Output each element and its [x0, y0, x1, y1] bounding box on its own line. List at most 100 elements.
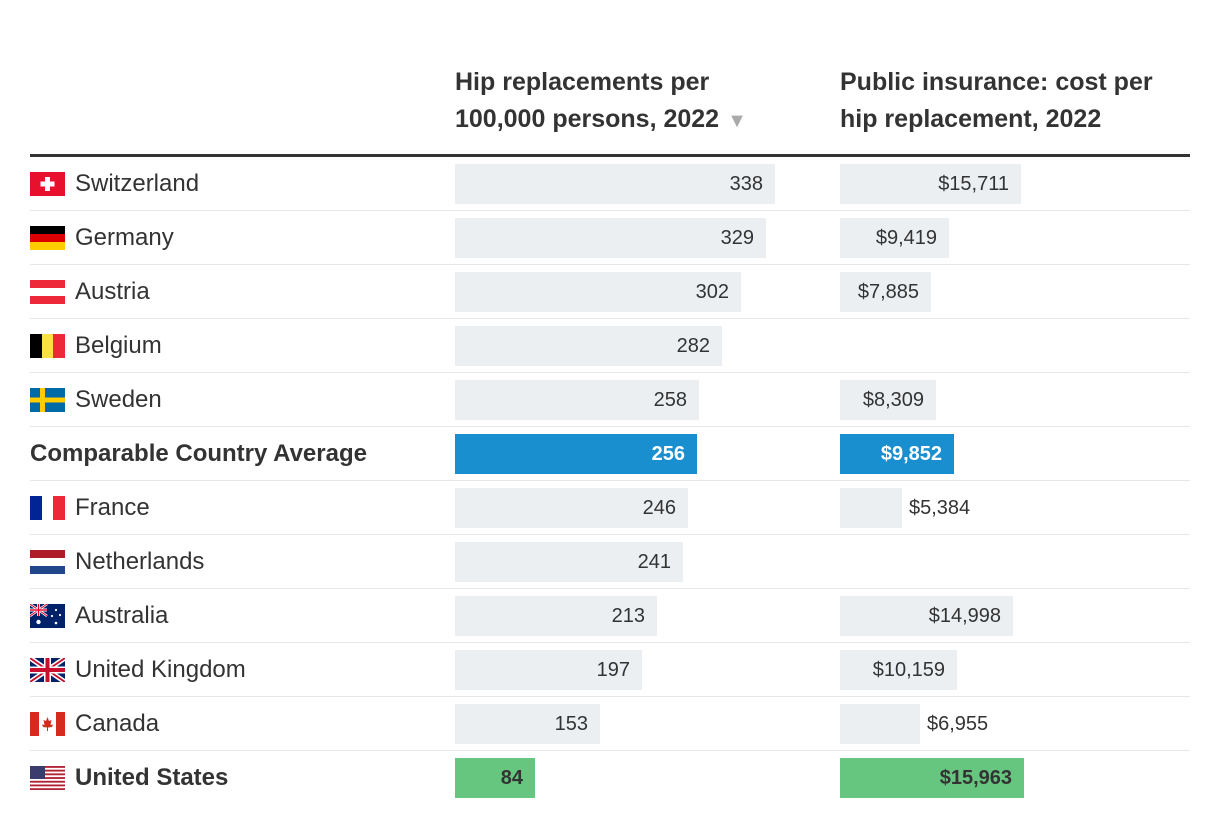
cost-bar: $7,885: [840, 272, 931, 312]
country-name: Comparable Country Average: [30, 440, 367, 467]
cost-bar: $15,711: [840, 164, 1021, 204]
flag-australia-icon: [30, 604, 65, 628]
hip-bar: 256: [455, 434, 697, 474]
table-row: Australia 213 $14,998: [0, 589, 1220, 643]
cost-column-header[interactable]: Public insurance: cost per hip replaceme…: [840, 64, 1200, 138]
flag-sweden-icon: [30, 388, 65, 412]
country-name: Netherlands: [75, 548, 205, 575]
hip-value: 241: [637, 551, 671, 573]
hip-value: 84: [500, 767, 523, 789]
country-cell: France: [30, 481, 150, 535]
flag-austria-icon: [30, 280, 65, 304]
country-cell: Germany: [30, 211, 174, 265]
table-row: Belgium 282: [0, 319, 1220, 373]
hip-bar: 153: [455, 704, 600, 744]
hip-value: 246: [642, 497, 676, 519]
table-row: Germany 329 $9,419: [0, 211, 1220, 265]
country-name: Belgium: [75, 332, 162, 359]
country-cell: Sweden: [30, 373, 162, 427]
cost-value: $7,885: [857, 281, 919, 303]
cost-value: $15,711: [938, 173, 1009, 195]
cost-value: $15,963: [939, 767, 1012, 789]
cost-value: $8,309: [862, 389, 924, 411]
header-rule: [30, 154, 1190, 157]
cost-header-line1: Public insurance: cost per: [840, 68, 1153, 96]
table-row: Netherlands 241: [0, 535, 1220, 589]
hip-value: 282: [676, 335, 710, 357]
flag-canada-icon: [30, 712, 65, 736]
cost-value: $9,852: [880, 443, 942, 465]
hip-bar: 329: [455, 218, 766, 258]
table-row: Canada 153 $6,955: [0, 697, 1220, 751]
country-cell: Comparable Country Average: [30, 427, 367, 481]
country-cell: United Kingdom: [30, 643, 246, 697]
sort-down-icon[interactable]: ▼: [727, 110, 747, 132]
flag-uk-icon: [30, 658, 65, 682]
cost-value: $6,955: [927, 713, 989, 735]
hip-bar: 302: [455, 272, 741, 312]
table-row: United Kingdom 197 $10,159: [0, 643, 1220, 697]
hip-bar: 241: [455, 542, 683, 582]
hip-value: 256: [651, 443, 685, 465]
cost-value: $5,384: [909, 497, 971, 519]
cost-bar: $15,963: [840, 758, 1024, 798]
table-row: Sweden 258 $8,309: [0, 373, 1220, 427]
flag-switzerland-icon: [30, 172, 65, 196]
country-name: Switzerland: [75, 170, 200, 197]
country-name: United Kingdom: [75, 656, 246, 683]
flag-us-icon: [30, 766, 65, 790]
cost-header-line2: hip replacement, 2022: [840, 105, 1102, 133]
table-row: Switzerland 338 $15,711: [0, 157, 1220, 211]
table-row: United States 84 $15,963: [0, 751, 1220, 805]
cost-bar: $10,159: [840, 650, 957, 690]
cost-bar: $5,384: [840, 488, 970, 528]
hip-value: 258: [653, 389, 687, 411]
hip-bar: 246: [455, 488, 688, 528]
hip-header-line2: 100,000 persons, 2022: [455, 105, 720, 133]
hip-value: 329: [720, 227, 754, 249]
table-row: Comparable Country Average 256 $9,852: [0, 427, 1220, 481]
hip-bar: 338: [455, 164, 775, 204]
country-cell: Belgium: [30, 319, 162, 373]
flag-germany-icon: [30, 226, 65, 250]
country-cell: United States: [30, 751, 228, 805]
hip-value: 302: [695, 281, 729, 303]
country-name: Canada: [75, 710, 160, 737]
table-header: Hip replacements per 100,000 persons, 20…: [0, 0, 1220, 156]
hip-bar: 197: [455, 650, 642, 690]
hip-value: 213: [611, 605, 645, 627]
table-row: Austria 302 $7,885: [0, 265, 1220, 319]
country-cell: Australia: [30, 589, 168, 643]
hip-bar: 258: [455, 380, 699, 420]
country-name: Austria: [75, 278, 150, 305]
hip-bar: 213: [455, 596, 657, 636]
country-cell: Austria: [30, 265, 150, 319]
country-cell: Switzerland: [30, 157, 199, 211]
country-name: Sweden: [75, 386, 162, 413]
hip-column-header[interactable]: Hip replacements per 100,000 persons, 20…: [455, 64, 815, 140]
cost-bar: $8,309: [840, 380, 936, 420]
cost-bar: $9,852: [840, 434, 954, 474]
cost-bar: $9,419: [840, 218, 949, 258]
table-body: Switzerland 338 $15,711 Germany 329 $9,419 Aus…: [0, 157, 1220, 805]
hip-value: 338: [729, 173, 763, 195]
country-name: France: [75, 494, 150, 521]
country-cell: Netherlands: [30, 535, 204, 589]
country-name: United States: [75, 764, 229, 791]
hip-value: 153: [554, 713, 588, 735]
cost-value: $10,159: [872, 659, 945, 681]
flag-belgium-icon: [30, 334, 65, 358]
flag-france-icon: [30, 496, 65, 520]
cost-value: $14,998: [928, 605, 1001, 627]
table-row: France 246 $5,384: [0, 481, 1220, 535]
cost-value: $9,419: [875, 227, 937, 249]
cost-bar: $14,998: [840, 596, 1013, 636]
country-name: Germany: [75, 224, 174, 251]
cost-bar: $6,955: [840, 704, 988, 744]
country-cell: Canada: [30, 697, 159, 751]
hip-bar: 282: [455, 326, 722, 366]
hip-value: 197: [596, 659, 630, 681]
hip-header-line1: Hip replacements per: [455, 68, 710, 96]
hip-bar: 84: [455, 758, 535, 798]
country-name: Australia: [75, 602, 169, 629]
